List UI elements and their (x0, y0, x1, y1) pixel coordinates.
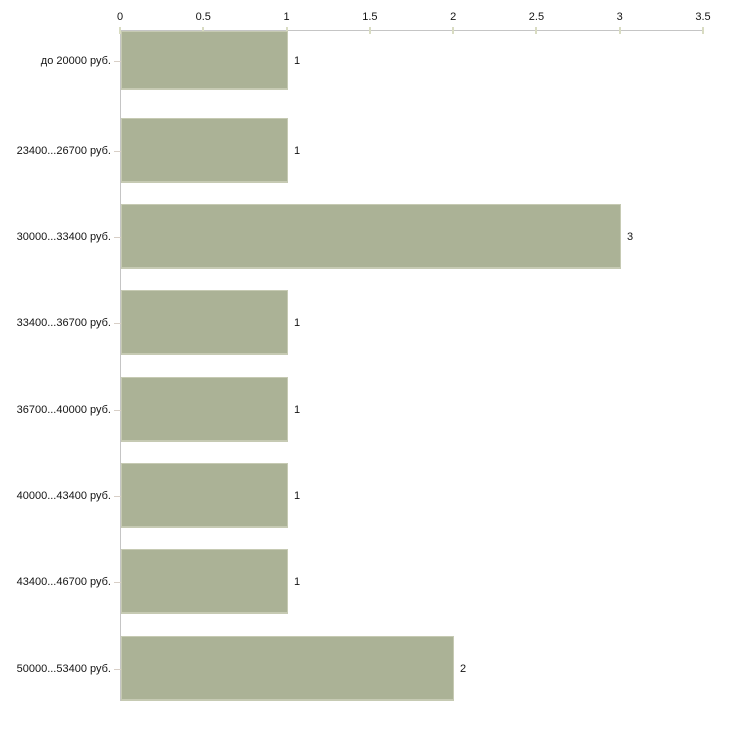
bar-value-label: 1 (294, 403, 301, 416)
bar-value-label: 1 (294, 144, 301, 157)
y-axis-tick-mark (114, 151, 121, 152)
category-label: 30000...33400 руб. (16, 230, 111, 243)
category-label: 33400...36700 руб. (16, 316, 111, 329)
bar-value-label: 1 (294, 489, 301, 502)
category-label: 50000...53400 руб. (16, 662, 111, 675)
category-label: 43400...46700 руб. (16, 575, 111, 588)
x-axis-tick-label: 3.5 (695, 11, 711, 23)
chart-bar (121, 549, 288, 614)
bar-value-label: 2 (460, 662, 467, 675)
bar-value-label: 1 (294, 54, 301, 67)
x-axis-tick-mark (202, 27, 205, 34)
y-axis-tick-mark (114, 323, 121, 324)
x-axis-tick-label: 1 (283, 11, 290, 23)
x-axis-tick-mark (452, 27, 455, 34)
x-axis-line (120, 30, 704, 31)
category-label: 23400...26700 руб. (16, 144, 111, 157)
x-axis-tick-label: 3 (616, 11, 623, 23)
y-axis-tick-mark (114, 669, 121, 670)
x-axis-tick-mark (285, 27, 288, 34)
category-label: 36700...40000 руб. (16, 403, 111, 416)
y-axis-tick-mark (114, 61, 121, 62)
category-label: до 20000 руб. (40, 54, 111, 67)
x-axis-tick-mark (368, 27, 371, 34)
chart-bar (121, 118, 288, 183)
chart-bar (121, 204, 621, 269)
x-axis-tick-label: 0.5 (195, 11, 211, 23)
x-axis-tick-label: 0 (116, 11, 124, 23)
x-axis-tick-label: 2.5 (528, 11, 545, 23)
bar-value-label: 1 (294, 575, 301, 588)
category-label: 40000...43400 руб. (16, 489, 111, 502)
y-axis-tick-mark (114, 582, 121, 583)
x-axis-tick-mark (702, 27, 704, 34)
bar-value-label: 3 (627, 230, 634, 243)
x-axis-tick-label: 2 (450, 11, 457, 23)
x-axis-tick-mark (535, 27, 538, 34)
chart-bar (121, 636, 454, 701)
x-axis-tick-mark (618, 27, 621, 34)
x-axis-tick-label: 1.5 (362, 11, 378, 23)
y-axis-tick-mark (114, 237, 121, 238)
chart-bar (121, 377, 288, 442)
chart-bar (121, 290, 288, 355)
chart-bar (121, 463, 288, 528)
y-axis-line (120, 30, 121, 701)
y-axis-tick-mark (114, 410, 121, 411)
chart-bar (121, 31, 288, 90)
x-axis-tick-mark (119, 27, 121, 34)
bar-value-label: 1 (294, 316, 301, 329)
y-axis-tick-mark (114, 496, 121, 497)
